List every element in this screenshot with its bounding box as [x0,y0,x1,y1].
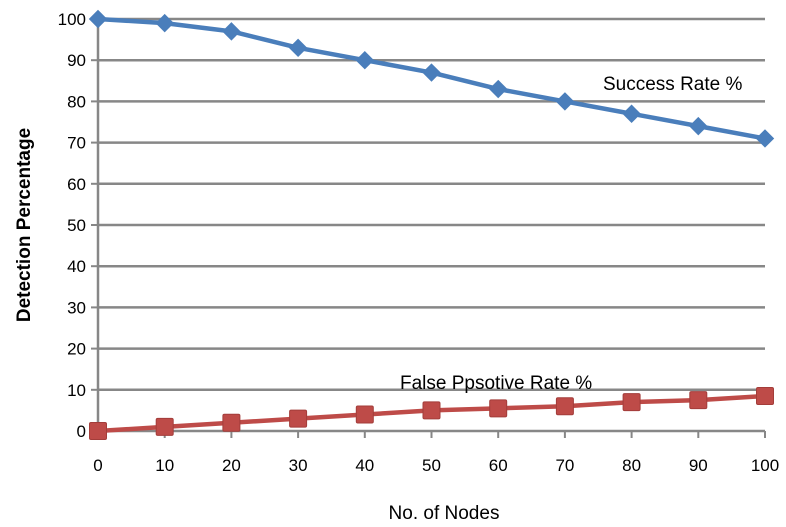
point-0-9 [689,116,708,136]
series-label-success-rate: Success Rate % [603,74,742,95]
x-tick-label-100: 100 [751,456,779,475]
point-0-1 [155,13,174,33]
y-tick-label-20: 20 [67,340,86,359]
x-tick-labels: 0 10 20 30 40 50 60 70 80 90 100 [93,456,779,475]
series-labels: Success Rate % False Ppsotive Rate % [400,74,742,394]
point-0-4 [355,50,375,70]
y-tick-label-30: 30 [67,298,86,317]
series-group [88,9,775,440]
point-1-10 [756,386,774,405]
y-tick-label-80: 80 [67,92,86,111]
x-tick-label-50: 50 [422,456,441,475]
point-1-5 [422,401,441,420]
y-tick-labels: 0 10 20 30 40 50 60 70 80 90 100 [58,10,86,441]
point-1-4 [355,405,374,424]
x-tick-label-20: 20 [222,456,241,475]
y-tick-label-40: 40 [67,257,86,276]
point-0-5 [422,63,441,82]
x-tick-label-60: 60 [489,456,508,475]
point-1-7 [555,397,574,416]
point-1-6 [489,399,508,418]
point-1-9 [689,391,708,410]
series-label-false-positive-rate: False Ppsotive Rate % [400,373,592,394]
y-tick-label-10: 10 [67,381,86,400]
point-0-2 [222,22,241,41]
y-tick-label-70: 70 [67,134,86,153]
x-axis-title: No. of Nodes [389,503,500,524]
x-tick-label-90: 90 [689,456,708,475]
y-axis-title: Detection Percentage [14,128,35,322]
point-1-1 [155,417,174,436]
point-0-8 [622,104,641,123]
y-tick-label-100: 100 [58,10,86,29]
point-1-2 [222,413,241,432]
point-0-6 [488,79,508,99]
x-tick-label-40: 40 [355,456,374,475]
point-0-3 [288,38,308,58]
x-tick-label-0: 0 [93,456,102,475]
x-tick-label-70: 70 [555,456,574,475]
y-tick-label-50: 50 [67,216,86,235]
point-0-0 [88,9,108,29]
gridlines [98,17,765,392]
y-tick-label-0: 0 [77,422,86,441]
x-tick-label-10: 10 [155,456,174,475]
y-tick-label-60: 60 [67,175,86,194]
x-tick-label-30: 30 [289,456,308,475]
point-1-0 [89,422,107,440]
point-1-3 [289,409,308,428]
x-tick-label-80: 80 [622,456,641,475]
point-0-10 [755,129,775,148]
point-0-7 [555,92,575,111]
y-tick-label-90: 90 [67,51,86,70]
point-1-8 [622,393,641,412]
